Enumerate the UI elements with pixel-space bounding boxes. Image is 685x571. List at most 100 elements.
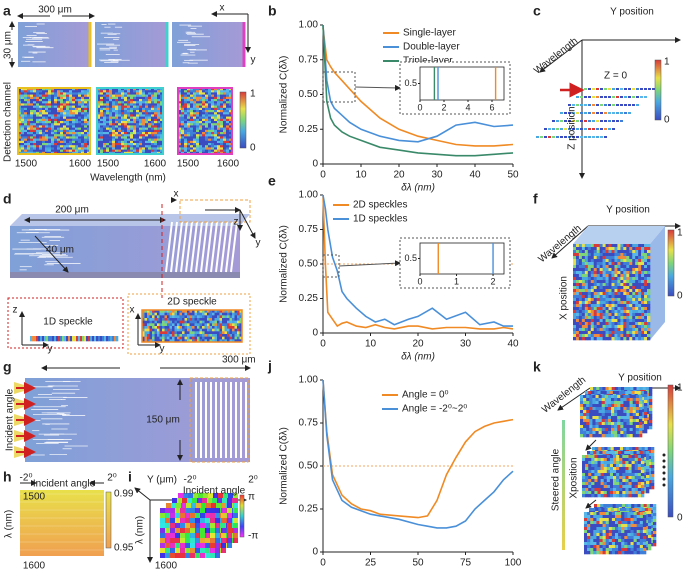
phase-cell: [210, 523, 215, 528]
speckle-cell: [162, 320, 165, 324]
speckle-cell: [593, 268, 597, 272]
speckle-cell: [638, 277, 642, 281]
speckle-cell: [100, 145, 104, 148]
speckle-cell: [632, 292, 636, 296]
speckle-cell: [136, 121, 140, 124]
speckle-cell: [629, 337, 633, 341]
speckle-cell: [27, 114, 31, 117]
speckle-cell: [611, 262, 615, 266]
speckle-cell: [127, 132, 131, 135]
speckle-cell: [187, 149, 191, 153]
phase-cell: [210, 538, 215, 543]
phase-cell: [180, 553, 185, 558]
speckle-cell: [69, 149, 73, 153]
speckle-cell: [21, 94, 25, 98]
speckle-cell: [121, 132, 125, 135]
speckle-cell: [583, 407, 587, 411]
speckle-cell: [638, 316, 642, 320]
speckle-cell: [199, 138, 203, 142]
speckle-cell: [626, 401, 630, 405]
speckle-cell: [234, 312, 238, 316]
speckle-cell: [193, 101, 197, 104]
speckle-cell: [573, 304, 577, 308]
speckle-cell: [151, 99, 155, 102]
speckle-cell: [24, 147, 28, 150]
speckle-cell: [635, 425, 640, 429]
phase-cell: [160, 508, 165, 513]
speckle-cell: [219, 328, 223, 332]
speckle-cell: [148, 88, 152, 91]
speckle-cell: [109, 127, 113, 131]
speckle-cell: [148, 116, 152, 120]
speckle-cell: [573, 283, 577, 287]
speckle-cell: [644, 274, 648, 278]
speckle-cell: [593, 247, 597, 251]
speckle-cell: [573, 319, 577, 323]
speckle-cell: [614, 331, 618, 335]
speckle-cell: [69, 92, 73, 95]
speckle-cell: [614, 422, 618, 426]
speckle-cell: [164, 326, 168, 329]
speckle-cell: [226, 112, 230, 115]
speckle-cell: [27, 129, 31, 133]
speckle-cell: [229, 94, 233, 98]
speckle-cell: [60, 112, 64, 115]
speckle-cell: [100, 143, 104, 146]
speckle-cell: [164, 318, 168, 321]
speckle-cell: [217, 125, 221, 128]
speckle-cell: [239, 320, 243, 324]
speckle-cell: [196, 136, 200, 139]
speckle-cell: [27, 121, 31, 124]
speckle-cell: [51, 132, 55, 135]
stripe: [195, 221, 203, 273]
phase-cell: [175, 508, 180, 513]
speckle-cell: [199, 336, 203, 340]
speckle-cell: [587, 283, 592, 287]
speckle-cell: [167, 310, 170, 313]
speckle-cell: [229, 92, 233, 95]
speckle-cell: [87, 147, 91, 150]
speckle-cell: [640, 394, 645, 398]
speckle-cell: [66, 123, 70, 126]
speckle-cell: [157, 147, 161, 150]
speckle-cell: [82, 336, 85, 342]
speckle-cell: [211, 105, 215, 109]
speckle-cell: [154, 339, 158, 343]
speckle-cell: [614, 250, 618, 254]
speckle-cell: [587, 331, 592, 335]
speckle-cell: [614, 247, 618, 251]
speckle-dot: [592, 104, 595, 106]
speckle-cell: [596, 337, 600, 341]
speckle-cell: [187, 312, 190, 316]
speckle-cell: [39, 103, 43, 106]
speckle-cell: [33, 112, 37, 115]
speckle-cell: [199, 149, 203, 153]
speckle-cell: [575, 268, 580, 272]
speckle-cell: [620, 253, 624, 257]
speckle-cell: [24, 88, 28, 91]
speckle-dot: [616, 88, 619, 90]
speckle-cell: [614, 395, 618, 399]
speckle-cell: [598, 416, 602, 420]
speckle-cell: [115, 107, 119, 111]
speckle-cell: [608, 250, 612, 254]
speckle-cell: [220, 136, 224, 139]
speckle-cell: [154, 328, 158, 332]
speckle-cell: [121, 88, 125, 91]
speckle-cell: [605, 334, 609, 338]
speckle-cell: [118, 107, 122, 111]
speckle-cell: [81, 101, 85, 104]
speckle-cell: [97, 125, 101, 128]
speckle-cell: [614, 316, 618, 320]
speckle-cell: [24, 136, 28, 139]
speckle-cell: [81, 96, 85, 100]
speckle-cell: [232, 328, 235, 332]
speckle-cell: [629, 307, 633, 311]
speckle-cell: [199, 145, 203, 148]
speckle-cell: [190, 121, 194, 124]
speckle-cell: [199, 143, 203, 146]
speckle-cell: [78, 336, 81, 342]
speckle-cell: [626, 313, 630, 317]
speckle-cell: [638, 295, 642, 299]
phase-cell: [165, 508, 170, 513]
